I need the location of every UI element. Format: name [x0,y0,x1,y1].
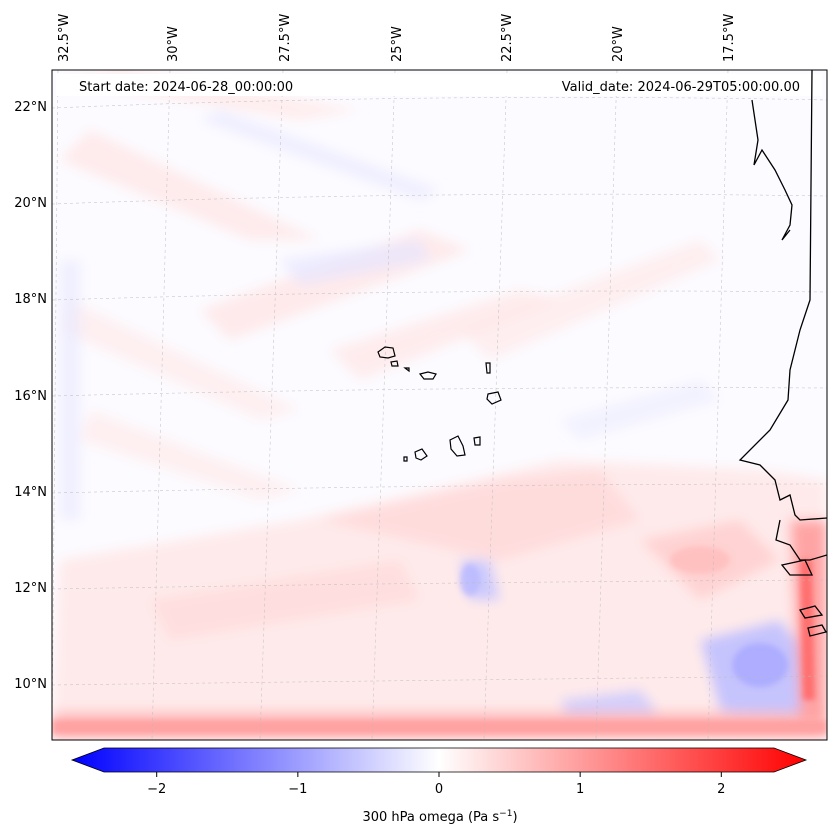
map-frame [51,69,828,741]
lon-label-22-5w: 22.5°W [500,14,515,62]
lat-label-12n: 12°N [14,581,47,596]
colorbar-body [70,747,808,773]
lat-label-18n: 18°N [14,292,47,307]
lon-label-25w: 25°W [390,26,405,62]
colorbar-tick-label: 0 [435,782,443,797]
map-panel [52,70,827,740]
colorbar-title-exp: −1 [499,809,512,819]
lat-label-14n: 14°N [14,485,47,500]
lon-label-30w: 30°W [166,26,181,62]
colorbar-tick-label: 2 [717,782,725,797]
start-date-label: Start date: 2024-06-28_00:00:00 [79,80,293,95]
coastline [738,70,827,637]
lat-label-16n: 16°N [14,389,47,404]
cape-verde-islands [377,346,502,462]
lon-label-20w: 20°W [611,26,626,62]
lon-label-17-5w: 17.5°W [722,14,737,62]
colorbar-title-main: 300 hPa omega (Pa s [362,810,499,825]
colorbar-tick-label: −2 [147,782,166,797]
header-box [56,74,822,96]
lat-label-10n: 10°N [14,677,47,692]
colorbar-tick-label: −1 [288,782,307,797]
colorbar-title: 300 hPa omega (Pa s−1) [362,809,517,825]
latitude-labels: 22°N 20°N 18°N 16°N 14°N 12°N 10°N [14,100,47,692]
omega-field-detail [52,546,827,734]
valid-date-label: Valid_date: 2024-06-29T05:00:00.00 [562,80,800,95]
lat-label-20n: 20°N [14,196,47,211]
gridlines [52,70,827,740]
lat-label-22n: 22°N [14,100,47,115]
colorbar-title-end: ) [512,810,517,825]
lon-label-27-5w: 27.5°W [278,14,293,62]
omega-field [52,70,827,740]
colorbar-ticks: −2 −1 0 1 2 [147,772,725,797]
colorbar: −2 −1 0 1 2 300 hPa omega (Pa s−1) [70,747,808,825]
colorbar-tick-label: 1 [576,782,584,797]
lon-label-32-5w: 32.5°W [57,14,72,62]
longitude-labels: 32.5°W 30°W 27.5°W 25°W 22.5°W 20°W 17.5… [57,14,737,62]
